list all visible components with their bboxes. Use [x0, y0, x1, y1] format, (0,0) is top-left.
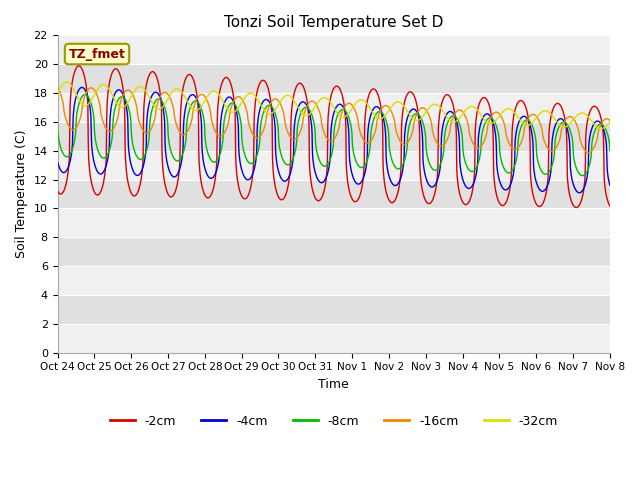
Y-axis label: Soil Temperature (C): Soil Temperature (C) [15, 130, 28, 258]
Bar [58, 122, 610, 151]
Bar [58, 324, 610, 353]
Legend: -2cm, -4cm, -8cm, -16cm, -32cm: -2cm, -4cm, -8cm, -16cm, -32cm [104, 409, 563, 432]
Bar [58, 93, 610, 122]
X-axis label: Time: Time [318, 378, 349, 391]
Text: TZ_fmet: TZ_fmet [68, 48, 125, 60]
Bar [58, 295, 610, 324]
Bar [58, 36, 610, 64]
Bar [58, 237, 610, 266]
Bar [58, 151, 610, 180]
Bar [58, 208, 610, 237]
Bar [58, 266, 610, 295]
Bar [58, 180, 610, 208]
Bar [58, 64, 610, 93]
Title: Tonzi Soil Temperature Set D: Tonzi Soil Temperature Set D [224, 15, 444, 30]
